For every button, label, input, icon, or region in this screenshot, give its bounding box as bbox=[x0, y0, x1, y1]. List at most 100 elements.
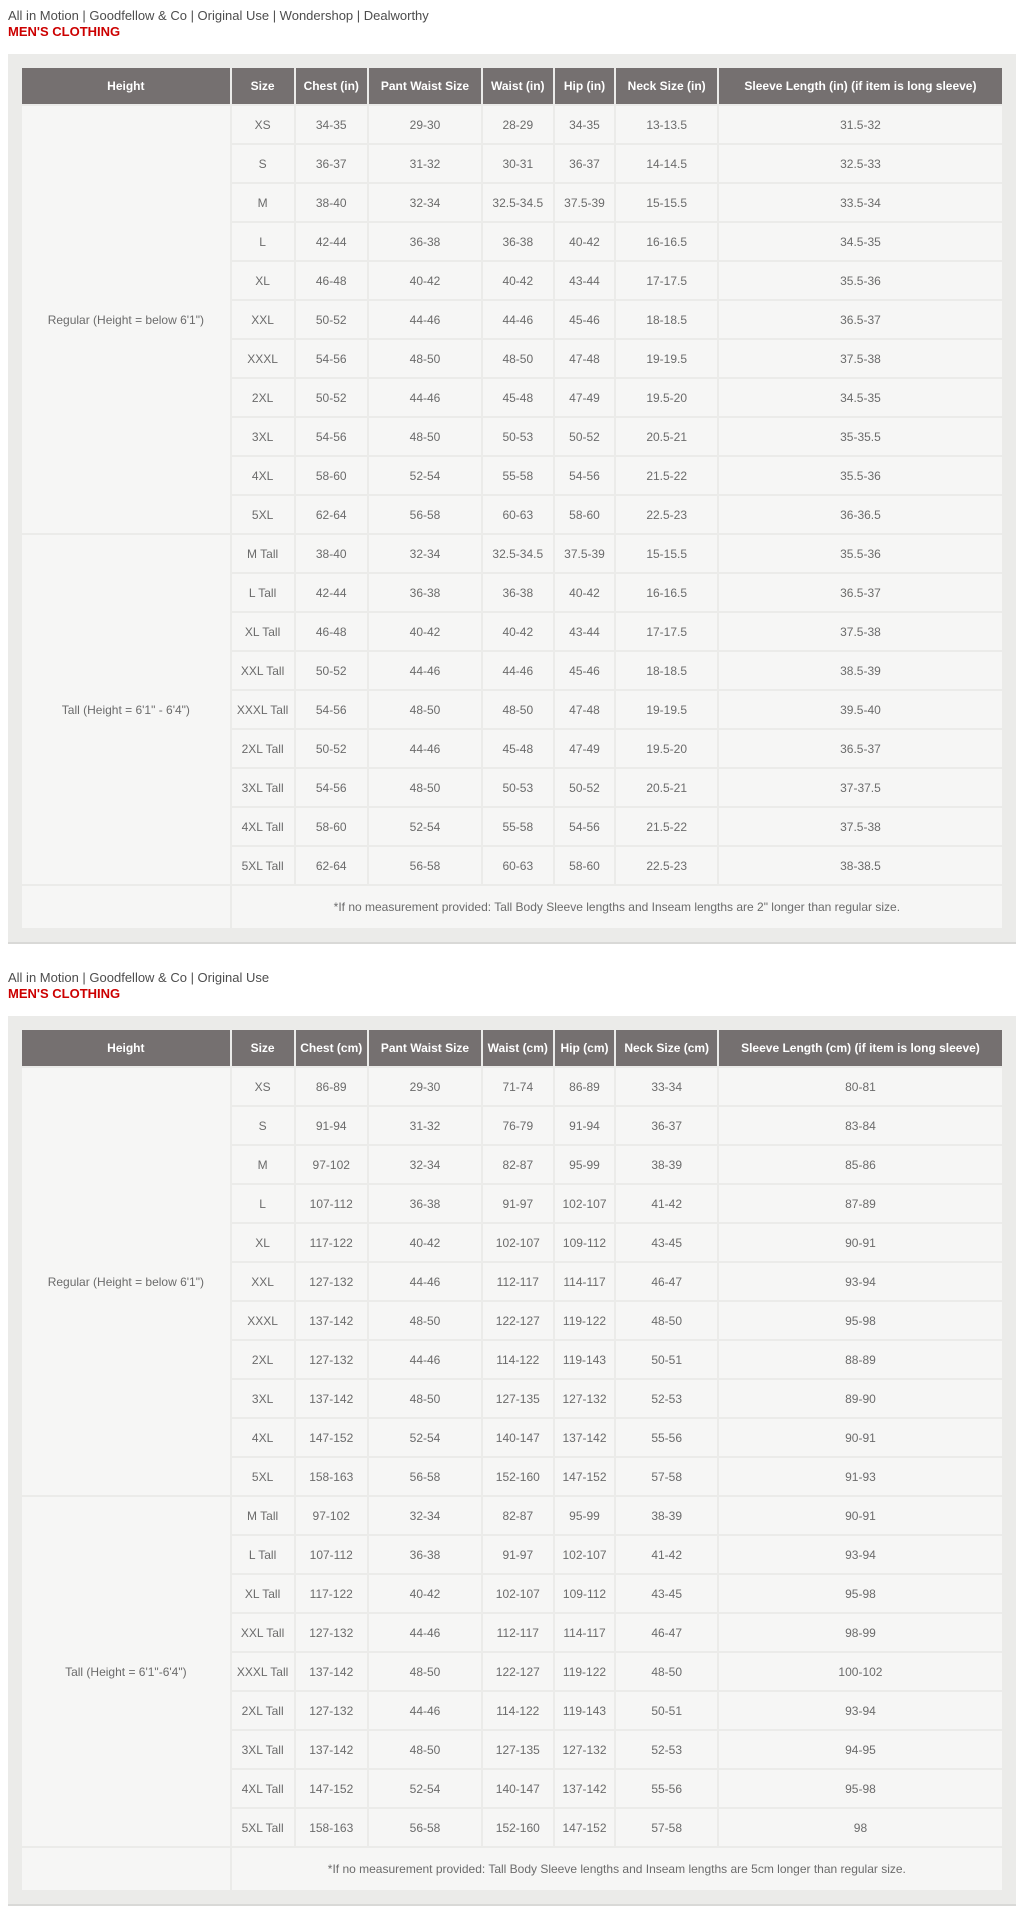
measurement-cell: 87-89 bbox=[718, 1185, 1002, 1222]
measurement-cell: 31.5-32 bbox=[718, 106, 1002, 143]
measurement-cell: 37.5-39 bbox=[554, 535, 615, 572]
size-cell: 4XL Tall bbox=[231, 1770, 294, 1807]
measurement-cell: 16-16.5 bbox=[616, 574, 717, 611]
measurement-cell: 48-50 bbox=[368, 691, 482, 728]
measurement-cell: 109-112 bbox=[554, 1575, 615, 1612]
size-cell: XXXL bbox=[231, 340, 294, 377]
measurement-cell: 43-44 bbox=[554, 262, 615, 299]
measurement-cell: 52-54 bbox=[368, 457, 482, 494]
table-row: 5XL 158-163 56-58 152-160 147-152 57-58 91-93 bbox=[22, 1458, 1002, 1495]
measurement-cell: 44-46 bbox=[483, 652, 553, 689]
measurement-cell: 13-13.5 bbox=[616, 106, 717, 143]
measurement-cell: 48-50 bbox=[368, 1653, 482, 1690]
measurement-cell: 38-40 bbox=[295, 184, 367, 221]
table-row: XXL 127-132 44-46 112-117 114-117 46-47 93-94 bbox=[22, 1263, 1002, 1300]
measurement-cell: 43-45 bbox=[616, 1224, 717, 1261]
measurement-cell: 122-127 bbox=[483, 1302, 553, 1339]
measurement-cell: 91-93 bbox=[718, 1458, 1002, 1495]
measurement-cell: 28-29 bbox=[483, 106, 553, 143]
measurement-cell: 86-89 bbox=[554, 1068, 615, 1105]
footnote-text: *If no measurement provided: Tall Body S… bbox=[231, 1848, 1002, 1890]
measurement-cell: 147-152 bbox=[295, 1770, 367, 1807]
measurement-cell: 55-58 bbox=[483, 457, 553, 494]
measurement-cell: 95-98 bbox=[718, 1302, 1002, 1339]
measurement-cell: 48-50 bbox=[368, 1380, 482, 1417]
measurement-cell: 114-117 bbox=[554, 1263, 615, 1300]
measurement-cell: 127-132 bbox=[295, 1341, 367, 1378]
measurement-cell: 91-97 bbox=[483, 1536, 553, 1573]
table-row: 3XL 137-142 48-50 127-135 127-132 52-53 89-90 bbox=[22, 1380, 1002, 1417]
size-cell: 3XL Tall bbox=[231, 769, 294, 806]
measurement-cell: 45-48 bbox=[483, 730, 553, 767]
measurement-cell: 17-17.5 bbox=[616, 613, 717, 650]
size-cell: 3XL bbox=[231, 1380, 294, 1417]
measurement-cell: 147-152 bbox=[554, 1809, 615, 1846]
measurement-cell: 46-47 bbox=[616, 1614, 717, 1651]
table-row: XXXL 54-56 48-50 48-50 47-48 19-19.5 37.5-38 bbox=[22, 340, 1002, 377]
measurement-cell: 52-54 bbox=[368, 1419, 482, 1456]
measurement-cell: 18-18.5 bbox=[616, 652, 717, 689]
measurement-cell: 62-64 bbox=[295, 496, 367, 533]
measurement-cell: 36-37 bbox=[554, 145, 615, 182]
table-row: Tall (Height = 6'1" - 6'4") M Tall 38-40 32… bbox=[22, 535, 1002, 884]
height-group-label: Regular (Height = below 6'1") bbox=[22, 106, 230, 533]
measurement-cell: 54-56 bbox=[295, 769, 367, 806]
column-header: Sleeve Length (in) (if item is long slee… bbox=[718, 68, 1002, 104]
measurement-cell: 47-48 bbox=[554, 691, 615, 728]
column-header: Pant Waist Size bbox=[368, 68, 482, 104]
measurement-cell: 56-58 bbox=[368, 1809, 482, 1846]
measurement-cell: 46-48 bbox=[295, 613, 367, 650]
measurement-cell: 93-94 bbox=[718, 1536, 1002, 1573]
measurement-cell: 29-30 bbox=[368, 106, 482, 143]
table-row: XL 46-48 40-42 40-42 43-44 17-17.5 35.5-36 bbox=[22, 262, 1002, 299]
table-row: 5XL Tall 62-64 56-58 60-63 58-60 22.5-23 38-38… bbox=[22, 847, 1002, 884]
measurement-cell: 50-51 bbox=[616, 1692, 717, 1729]
size-cell: M Tall bbox=[231, 1497, 294, 1534]
measurement-cell: 44-46 bbox=[368, 301, 482, 338]
measurement-cell: 40-42 bbox=[368, 613, 482, 650]
measurement-cell: 32.5-34.5 bbox=[483, 184, 553, 221]
measurement-cell: 47-49 bbox=[554, 730, 615, 767]
measurement-cell: 50-53 bbox=[483, 418, 553, 455]
measurement-cell: 48-50 bbox=[368, 418, 482, 455]
measurement-cell: 97-102 bbox=[295, 1146, 367, 1183]
measurement-cell: 21.5-22 bbox=[616, 808, 717, 845]
measurement-cell: 48-50 bbox=[616, 1302, 717, 1339]
measurement-cell: 127-135 bbox=[483, 1380, 553, 1417]
measurement-cell: 107-112 bbox=[295, 1536, 367, 1573]
measurement-cell: 83-84 bbox=[718, 1107, 1002, 1144]
height-group-label: Tall (Height = 6'1"-6'4") bbox=[22, 1497, 230, 1846]
measurement-cell: 127-132 bbox=[295, 1263, 367, 1300]
measurement-cell: 152-160 bbox=[483, 1458, 553, 1495]
measurement-cell: 36.5-37 bbox=[718, 301, 1002, 338]
measurement-cell: 40-42 bbox=[368, 1575, 482, 1612]
size-cell: XL bbox=[231, 262, 294, 299]
measurement-cell: 52-53 bbox=[616, 1380, 717, 1417]
measurement-cell: 50-52 bbox=[295, 730, 367, 767]
table-row: L Tall 107-112 36-38 91-97 102-107 41-42 93-94 bbox=[22, 1536, 1002, 1573]
measurement-cell: 31-32 bbox=[368, 1107, 482, 1144]
section-cm: All in Motion | Goodfellow & Co | Origin… bbox=[0, 962, 1024, 1906]
measurement-cell: 44-46 bbox=[368, 652, 482, 689]
measurement-cell: 91-97 bbox=[483, 1185, 553, 1222]
measurement-cell: 22.5-23 bbox=[616, 496, 717, 533]
footnote-spacer-cell bbox=[22, 886, 230, 928]
measurement-cell: 56-58 bbox=[368, 496, 482, 533]
size-cell: 3XL Tall bbox=[231, 1731, 294, 1768]
measurement-cell: 19-19.5 bbox=[616, 691, 717, 728]
measurement-cell: 98 bbox=[718, 1809, 1002, 1846]
size-table-cm: Height Size Chest (cm) Pant Waist Size Waist… bbox=[20, 1028, 1004, 1892]
measurement-cell: 158-163 bbox=[295, 1809, 367, 1846]
size-cell: M bbox=[231, 1146, 294, 1183]
measurement-cell: 33.5-34 bbox=[718, 184, 1002, 221]
size-cell: XS bbox=[231, 1068, 294, 1105]
measurement-cell: 119-122 bbox=[554, 1302, 615, 1339]
table-row: Tall (Height = 6'1"-6'4") M Tall 97-102 32-… bbox=[22, 1497, 1002, 1846]
measurement-cell: 114-122 bbox=[483, 1341, 553, 1378]
size-cell: 3XL bbox=[231, 418, 294, 455]
column-header: Neck Size (in) bbox=[616, 68, 717, 104]
measurement-cell: 43-44 bbox=[554, 613, 615, 650]
measurement-cell: 119-143 bbox=[554, 1341, 615, 1378]
measurement-cell: 90-91 bbox=[718, 1419, 1002, 1456]
measurement-cell: 54-56 bbox=[295, 691, 367, 728]
